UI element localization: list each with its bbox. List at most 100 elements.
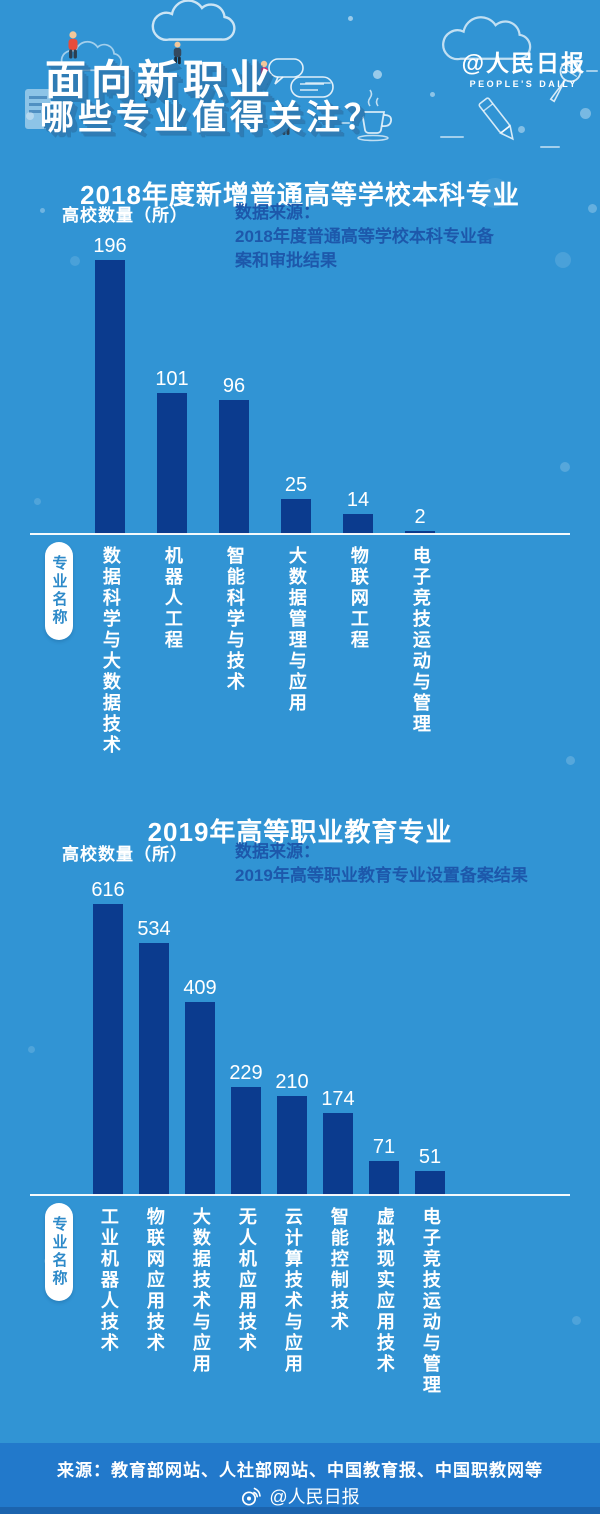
logo-handle: @人民日报 xyxy=(461,50,586,76)
category-item: 无人机应用技术 xyxy=(231,1207,261,1396)
bar xyxy=(405,531,435,534)
category-item: 物联网应用技术 xyxy=(139,1207,169,1396)
data-source: 数据来源： 2019年高等职业教育专业设置备案结果 xyxy=(235,840,528,888)
chart-title: 2019年高等职业教育专业 xyxy=(147,816,453,847)
bar-value-label: 101 xyxy=(155,368,189,390)
category-label: 云计算技术与应用 xyxy=(282,1207,303,1375)
dot-decoration xyxy=(26,112,34,120)
bar-value-label: 96 xyxy=(222,375,246,397)
bar-value-label: 14 xyxy=(346,489,370,511)
dot-decoration xyxy=(560,462,570,472)
data-source-line: 数据来源： xyxy=(235,842,320,861)
chart-title: 2018年度新增普通高等学校本科专业 xyxy=(80,179,520,210)
category-label: 电子竞技运动与管理 xyxy=(420,1207,441,1396)
axis-badge-label: 专业名称 xyxy=(50,1216,68,1288)
bar-value-label: 210 xyxy=(275,1071,309,1093)
data-source-line: 2019年高等职业教育专业设置备案结果 xyxy=(235,866,528,885)
category-label: 工业机器人技术 xyxy=(98,1207,119,1354)
footer-band xyxy=(0,1443,600,1514)
poster-title-line2: 哪些专业值得关注？ xyxy=(40,99,382,137)
footer-credit-handle: @人民日报 xyxy=(269,1487,360,1507)
logo-tagline: PEOPLE'S DAILY xyxy=(469,79,578,89)
dot-decoration xyxy=(480,178,510,208)
bar-item: 196 xyxy=(93,235,127,534)
category-label: 大数据技术与应用 xyxy=(190,1207,211,1375)
footer-bottom-strip xyxy=(0,1507,600,1514)
bar-value-label: 409 xyxy=(183,977,217,999)
bar-item: 409 xyxy=(183,888,217,1195)
dot-decoration xyxy=(28,1046,35,1053)
bar-item: 534 xyxy=(137,888,171,1195)
bar-item: 96 xyxy=(219,254,249,534)
weibo-icon xyxy=(242,1487,262,1506)
category-item: 电子竞技运动与管理 xyxy=(405,546,435,756)
dot-decoration xyxy=(572,1316,581,1325)
bar-item: 210 xyxy=(275,888,309,1195)
dash-decoration xyxy=(586,70,598,72)
dot-decoration xyxy=(70,256,80,266)
bar-group: 196 101 96 25 14 2 xyxy=(93,235,435,534)
x-axis-line xyxy=(30,533,570,535)
bar-value-label: 616 xyxy=(91,879,125,901)
category-item: 大数据技术与应用 xyxy=(185,1207,215,1396)
bar-item: 25 xyxy=(281,254,311,534)
category-item: 物联网工程 xyxy=(343,546,373,756)
footer-credit: @人民日报 xyxy=(0,1483,600,1509)
dot-decoration xyxy=(518,126,525,133)
pencil-icon xyxy=(478,97,514,141)
data-source-line: 案和审批结果 xyxy=(235,251,337,270)
y-axis-label: 高校数量（所） xyxy=(62,845,188,864)
dot-decoration xyxy=(580,108,591,119)
bar-group: 616 534 409 229 210 174 71 51 xyxy=(91,879,445,1195)
bar xyxy=(231,1087,261,1195)
bar-item: 14 xyxy=(343,254,373,534)
dot-decoration xyxy=(373,70,382,79)
bar-item: 51 xyxy=(415,888,445,1195)
category-label: 物联网工程 xyxy=(348,546,369,651)
bar-value-label: 71 xyxy=(372,1136,396,1158)
bar xyxy=(277,1096,307,1195)
axis-badge: 专业名称 xyxy=(45,1203,73,1301)
category-item: 大数据管理与应用 xyxy=(281,546,311,756)
bar-item: 2 xyxy=(405,254,435,534)
category-row: 数据科学与大数据技术 机器人工程 智能科学与技术 大数据管理与应用 物联网工程 电子竞技运… xyxy=(95,546,435,756)
bar-item: 174 xyxy=(321,888,355,1195)
dot-decoration xyxy=(430,92,435,97)
category-label: 大数据管理与应用 xyxy=(286,546,307,714)
dot-decoration xyxy=(348,16,353,21)
data-source-line: 数据来源： xyxy=(235,203,320,222)
category-label: 数据科学与大数据技术 xyxy=(100,546,121,756)
category-label: 电子竞技运动与管理 xyxy=(410,546,431,735)
bar xyxy=(323,1113,353,1195)
category-label: 智能科学与技术 xyxy=(224,546,245,693)
category-label: 无人机应用技术 xyxy=(236,1207,257,1354)
axis-badge-label: 专业名称 xyxy=(50,555,68,627)
axis-badge: 专业名称 xyxy=(45,542,73,640)
bar xyxy=(95,260,125,534)
bar xyxy=(219,400,249,534)
bar-value-label: 2 xyxy=(414,506,426,528)
bar-item: 616 xyxy=(91,879,125,1195)
bar-value-label: 534 xyxy=(137,918,171,940)
dash-decoration xyxy=(305,82,331,84)
bar-item: 101 xyxy=(155,254,189,534)
dot-decoration xyxy=(566,756,575,765)
x-axis-line xyxy=(30,1194,570,1196)
dot-decoration xyxy=(40,208,45,213)
category-item: 智能科学与技术 xyxy=(219,546,249,756)
dot-decoration xyxy=(34,498,41,505)
dot-decoration xyxy=(555,252,571,268)
category-item: 工业机器人技术 xyxy=(93,1207,123,1396)
bar xyxy=(185,1002,215,1195)
dot-decoration xyxy=(588,204,597,213)
data-source-line: 2018年度普通高等学校本科专业备 xyxy=(235,227,494,246)
poster-title-line1: 面向新职业 xyxy=(45,57,275,103)
bar-value-label: 51 xyxy=(418,1146,442,1168)
cloud-icon xyxy=(151,0,236,41)
bar xyxy=(415,1171,445,1195)
dash-decoration xyxy=(330,122,350,124)
category-item: 云计算技术与应用 xyxy=(277,1207,307,1396)
bar-item: 71 xyxy=(369,888,399,1195)
category-label: 物联网应用技术 xyxy=(144,1207,165,1354)
